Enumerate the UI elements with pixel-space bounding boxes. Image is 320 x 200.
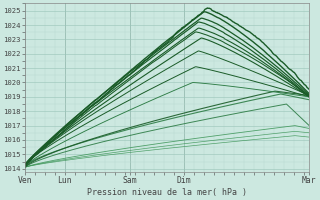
- X-axis label: Pression niveau de la mer( hPa ): Pression niveau de la mer( hPa ): [87, 188, 247, 197]
